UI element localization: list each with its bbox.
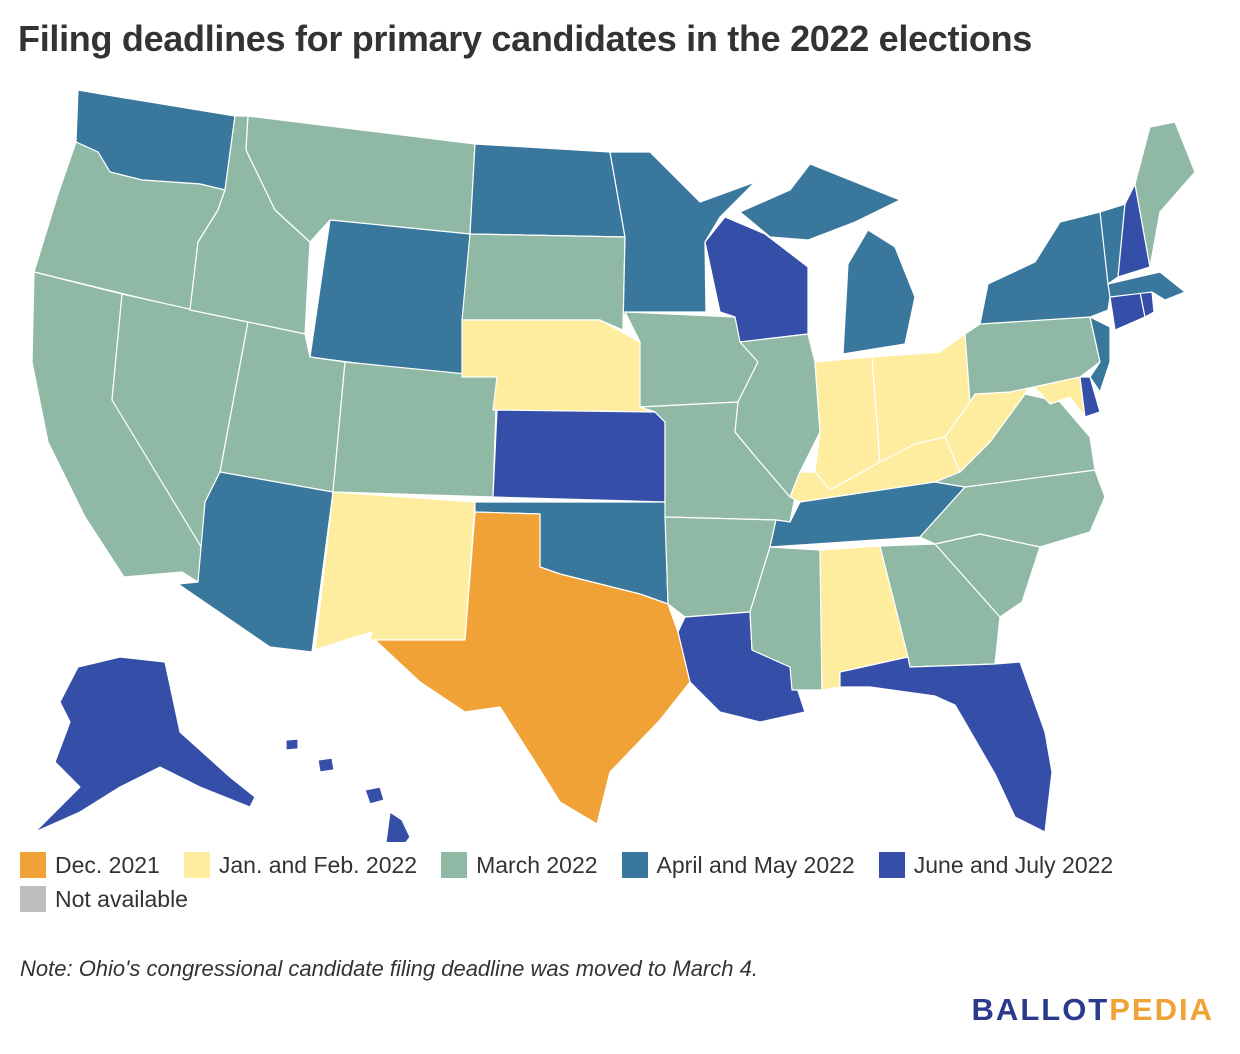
legend-item-aprmay2022: April and May 2022 — [621, 851, 855, 879]
legend-item-janfeb2022: Jan. and Feb. 2022 — [183, 851, 418, 879]
state-nc — [919, 469, 1106, 548]
legend-item-dec2021: Dec. 2021 — [20, 852, 160, 879]
logo-part-1: BALLOT — [971, 992, 1110, 1027]
legend-label: June and July 2022 — [913, 851, 1114, 878]
state-ma — [1107, 271, 1186, 301]
legend-swatch — [183, 852, 210, 878]
state-nj — [1089, 316, 1111, 393]
legend: Dec. 2021 Jan. and Feb. 2022 March 2022 … — [20, 848, 1220, 916]
state-co — [332, 361, 498, 498]
state-ny — [979, 211, 1113, 325]
legend-row-1: Dec. 2021 Jan. and Feb. 2022 March 2022 … — [20, 848, 1220, 882]
state-hi-oahu — [317, 757, 335, 773]
chart-title: Filing deadlines for primary candidates … — [18, 18, 1033, 59]
legend-swatch — [441, 852, 468, 878]
state-fl — [839, 656, 1053, 833]
legend-item-junjul2022: June and July 2022 — [878, 851, 1114, 879]
state-tx — [374, 511, 691, 825]
legend-swatch — [878, 852, 905, 878]
state-wy — [309, 219, 471, 378]
state-mi-upper — [739, 163, 901, 241]
legend-label: April and May 2022 — [656, 851, 855, 878]
state-hi-main — [385, 811, 411, 842]
legend-swatch — [20, 886, 46, 912]
legend-label: March 2022 — [476, 851, 598, 878]
state-ak — [34, 656, 256, 833]
legend-row-2: Not available — [20, 882, 1220, 916]
state-hi-kauai — [285, 738, 299, 751]
state-hi-maui — [364, 786, 385, 805]
footnote: Note: Ohio's congressional candidate fil… — [20, 956, 758, 981]
state-sd — [461, 233, 626, 331]
us-map — [0, 72, 1240, 842]
logo-part-2: PEDIA — [1109, 992, 1214, 1027]
legend-swatch — [621, 852, 648, 878]
state-nd — [469, 143, 626, 238]
legend-swatch — [20, 852, 46, 878]
state-nm — [314, 491, 476, 651]
state-ct — [1109, 291, 1146, 331]
legend-label: Jan. and Feb. 2022 — [218, 851, 418, 878]
ballotpedia-logo[interactable]: BALLOTPEDIA — [972, 992, 1214, 1028]
legend-item-march2022: March 2022 — [441, 851, 598, 879]
state-me — [1134, 121, 1196, 268]
state-mi-lower — [842, 229, 916, 355]
state-ks — [492, 409, 666, 503]
legend-label: Dec. 2021 — [55, 851, 160, 878]
state-de — [1079, 376, 1101, 418]
legend-label: Not available — [55, 885, 188, 912]
legend-item-na: Not available — [20, 886, 188, 913]
